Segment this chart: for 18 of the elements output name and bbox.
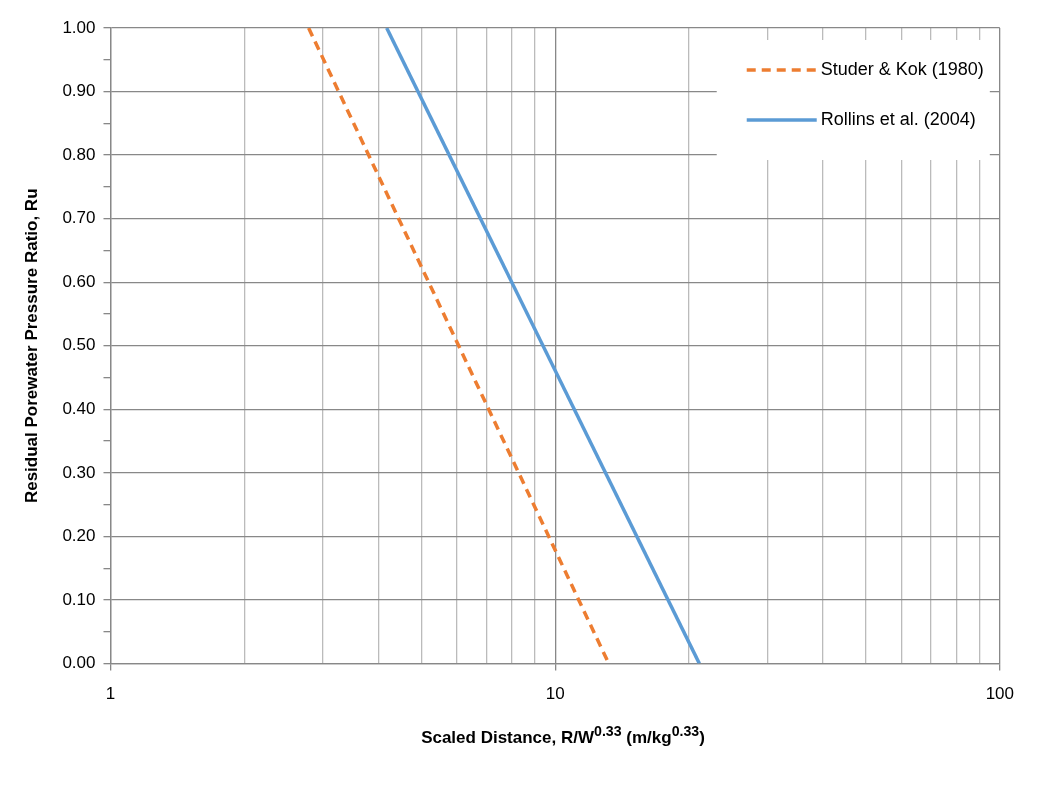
y-tick-label: 0.70 <box>62 208 96 228</box>
y-tick-label: 0.40 <box>62 399 96 419</box>
legend-label: Studer & Kok (1980) <box>820 58 984 79</box>
y-tick-label: 0.60 <box>62 271 96 291</box>
x-tick-label: 1 <box>105 684 116 704</box>
x-tick-label: 100 <box>985 684 1015 704</box>
legend-label: Rollins et al. (2004) <box>820 108 976 129</box>
y-tick-label: 0.90 <box>62 81 96 101</box>
x-axis-title: Scaled Distance, R/W$^{0.33}$ (m/kg$^{0.33}$) <box>420 723 706 748</box>
y-tick-label: 0.20 <box>62 526 96 546</box>
x-tick-label: 10 <box>545 684 565 704</box>
y-tick-label: 0.10 <box>62 589 96 609</box>
y-tick-label: 0.50 <box>62 335 96 355</box>
y-tick-label: 1.00 <box>62 17 96 37</box>
y-tick-label: 0.30 <box>62 462 96 482</box>
y-axis-title: Residual Porewater Pressure Ratio, Ru <box>21 188 41 504</box>
y-tick-label: 0.80 <box>62 144 96 164</box>
y-tick-label: 0.00 <box>62 653 96 673</box>
